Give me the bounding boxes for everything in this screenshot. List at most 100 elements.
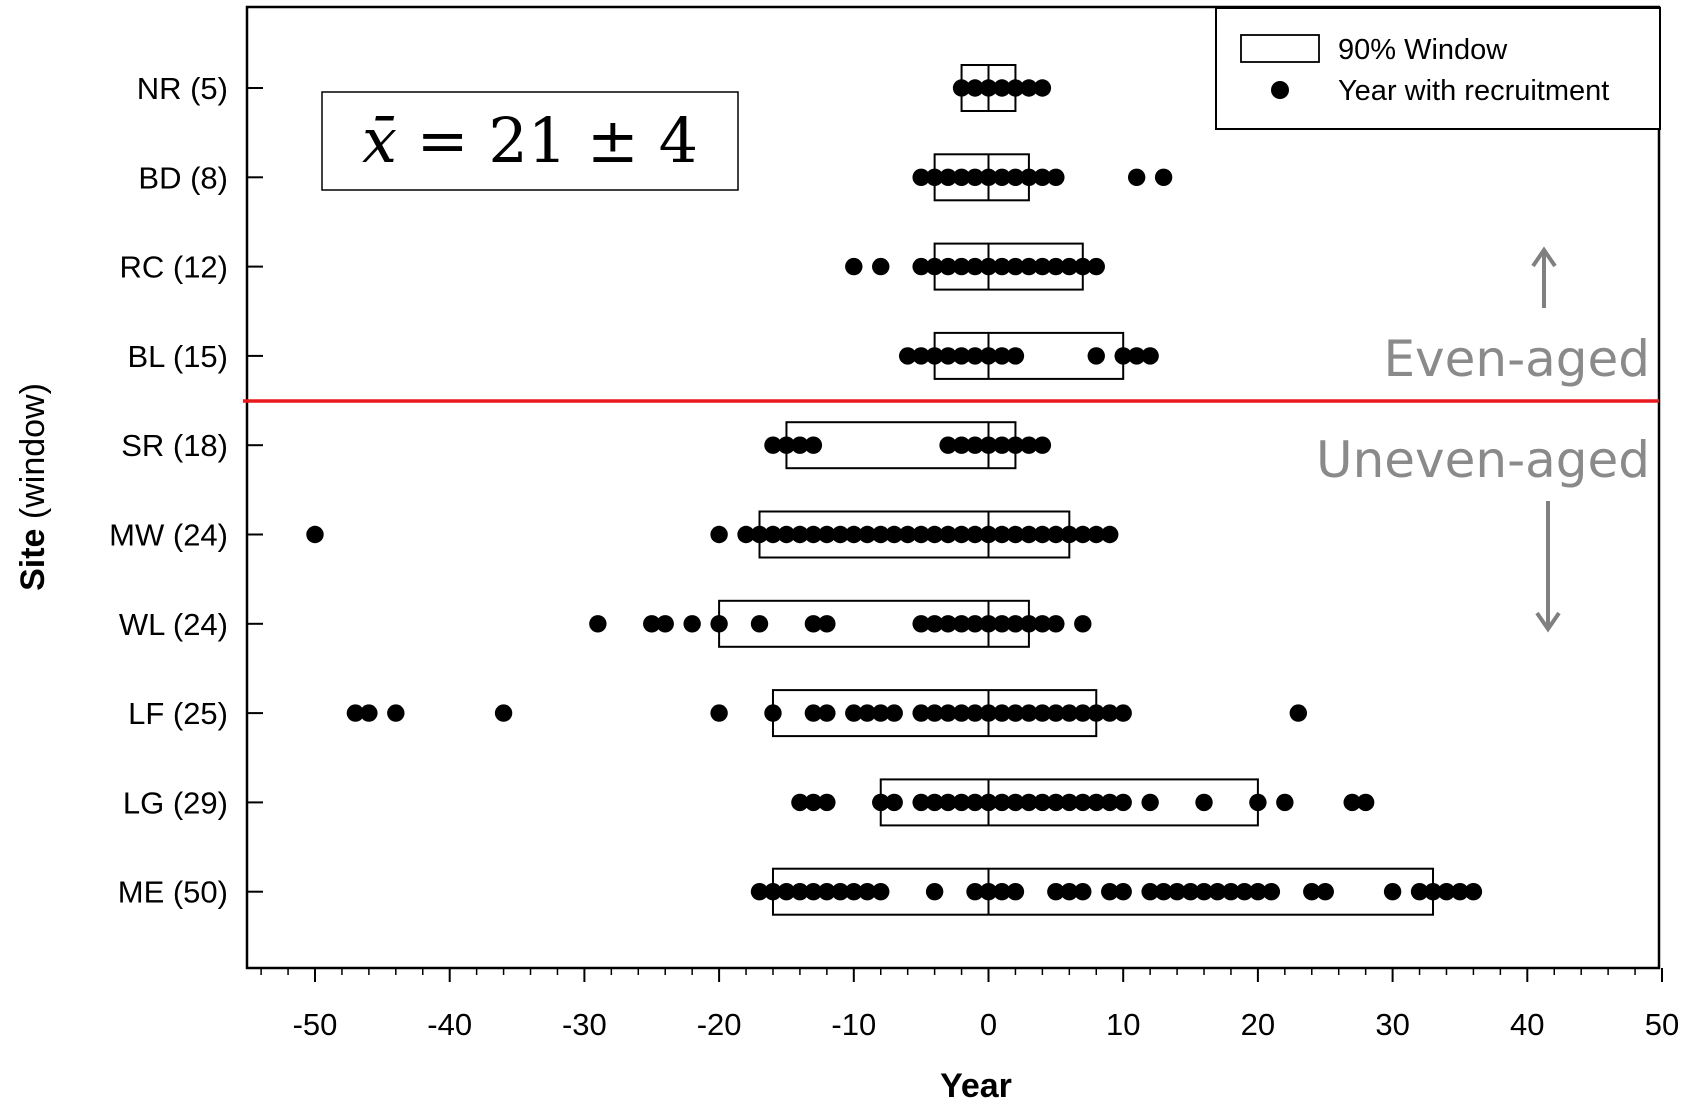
recruitment-point xyxy=(1181,883,1200,901)
recruitment-point xyxy=(777,436,796,454)
recruitment-point xyxy=(952,79,971,97)
recruitment-point xyxy=(952,525,971,544)
recruitment-point xyxy=(979,347,998,365)
recruitment-point xyxy=(804,525,823,544)
y-tick-label: LF (25) xyxy=(128,696,228,731)
recruitment-point xyxy=(1006,257,1025,276)
recruitment-point xyxy=(656,615,674,633)
recruitment-point xyxy=(912,168,930,186)
recruitment-point xyxy=(764,525,782,544)
even-aged-label: Even-aged xyxy=(1383,330,1650,388)
recruitment-point xyxy=(925,615,944,633)
recruitment-point xyxy=(885,793,903,812)
recruitment-point xyxy=(494,704,513,722)
recruitment-point xyxy=(1222,883,1240,901)
recruitment-point xyxy=(791,793,809,812)
recruitment-point xyxy=(1006,793,1025,812)
recruitment-point xyxy=(1020,79,1038,97)
recruitment-point xyxy=(764,704,782,722)
recruitment-point xyxy=(1033,257,1052,276)
annotation-box xyxy=(321,91,739,191)
recruitment-point xyxy=(804,704,823,722)
recruitment-point xyxy=(1020,793,1038,812)
plot-content xyxy=(306,64,1483,916)
recruitment-point xyxy=(1047,168,1065,186)
recruitment-point xyxy=(1060,525,1079,544)
x-tick-label: -30 xyxy=(562,1007,607,1042)
recruitment-point xyxy=(845,883,863,901)
recruitment-point xyxy=(1316,883,1334,901)
recruitment-point xyxy=(791,525,809,544)
recruitment-point xyxy=(993,257,1011,276)
recruitment-point xyxy=(1047,704,1065,722)
recruitment-point xyxy=(966,79,984,97)
recruitment-point xyxy=(845,704,863,722)
recruitment-point xyxy=(1074,883,1092,901)
recruitment-point xyxy=(683,615,701,633)
recruitment-point xyxy=(979,525,998,544)
recruitment-point xyxy=(1060,704,1079,722)
recruitment-point xyxy=(1020,525,1038,544)
recruitment-point xyxy=(912,704,930,722)
recruitment-point xyxy=(872,704,890,722)
recruitment-point xyxy=(831,525,850,544)
recruitment-point xyxy=(1101,883,1119,901)
recruitment-point xyxy=(804,615,823,633)
recruitment-point xyxy=(1020,615,1038,633)
recruitment-point xyxy=(360,704,378,722)
recruitment-point xyxy=(939,525,957,544)
y-tick-label: SR (18) xyxy=(121,428,228,463)
recruitment-point xyxy=(791,436,809,454)
recruitment-point xyxy=(1424,883,1442,901)
recruitment-point xyxy=(1033,704,1052,722)
recruitment-point xyxy=(1114,704,1132,722)
recruitment-point xyxy=(1047,883,1065,901)
recruitment-point xyxy=(925,793,944,812)
recruitment-point xyxy=(737,525,755,544)
recruitment-point xyxy=(845,525,863,544)
recruitment-point xyxy=(1033,615,1052,633)
recruitment-point xyxy=(387,704,405,722)
recruitment-point xyxy=(1087,525,1105,544)
recruitment-point xyxy=(750,615,769,633)
recruitment-point xyxy=(872,793,890,812)
recruitment-point xyxy=(993,793,1011,812)
recruitment-point xyxy=(966,168,984,186)
recruitment-point xyxy=(1033,436,1052,454)
x-tick-label: 20 xyxy=(1241,1007,1275,1042)
recruitment-point xyxy=(1410,883,1429,901)
up-arrow-icon xyxy=(1531,246,1557,308)
recruitment-point xyxy=(993,615,1011,633)
recruitment-point xyxy=(1141,347,1159,365)
recruitment-point xyxy=(979,704,998,722)
recruitment-point xyxy=(885,704,903,722)
recruitment-point xyxy=(939,168,957,186)
recruitment-point xyxy=(1195,793,1213,812)
recruitment-point xyxy=(1127,347,1146,365)
site-row xyxy=(764,421,1052,470)
recruitment-point xyxy=(804,793,823,812)
recruitment-point xyxy=(1114,883,1132,901)
recruitment-point xyxy=(1020,257,1038,276)
x-tick-label: -40 xyxy=(427,1007,472,1042)
site-row xyxy=(952,64,1052,112)
recruitment-point xyxy=(831,883,850,901)
recruitment-point xyxy=(979,793,998,812)
y-tick-label: RC (12) xyxy=(119,250,228,285)
site-row xyxy=(750,867,1483,916)
legend-window-swatch xyxy=(1240,34,1320,63)
y-axis: NR (5) BD (8) RC (12) BL (15) SR (18) MW (24)… xyxy=(109,71,263,910)
recruitment-point xyxy=(1020,436,1038,454)
recruitment-point xyxy=(1087,257,1105,276)
x-tick-label: -10 xyxy=(831,1007,876,1042)
recruitment-point xyxy=(1464,883,1483,901)
recruitment-point xyxy=(306,525,324,544)
recruitment-point xyxy=(1006,704,1025,722)
recruitment-point xyxy=(1195,883,1213,901)
recruitment-point xyxy=(1249,793,1267,812)
recruitment-point xyxy=(939,257,957,276)
recruitment-point xyxy=(1303,883,1321,901)
recruitment-point xyxy=(1114,793,1132,812)
site-row xyxy=(346,689,1308,738)
recruitment-point xyxy=(993,347,1011,365)
